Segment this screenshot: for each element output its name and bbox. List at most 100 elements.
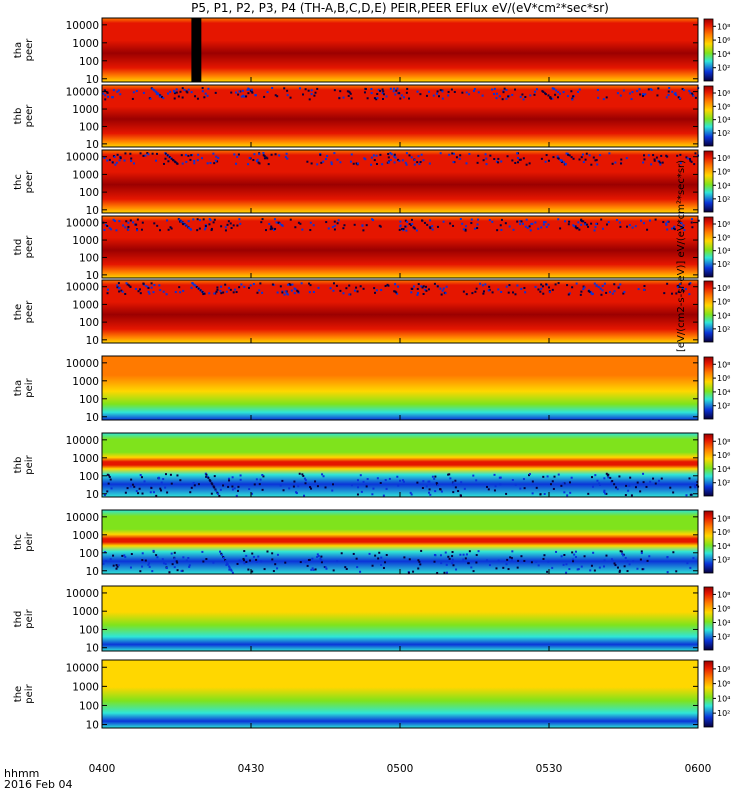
noise-speck [387,161,390,164]
noise-speck [309,284,312,287]
noise-speck [431,225,434,228]
noise-speck [218,550,221,553]
colorbar-tick-label: 10² [717,64,730,73]
noise-speck [258,483,261,486]
noise-speck [186,225,189,228]
noise-speck [199,219,202,222]
noise-speck [222,484,225,487]
noise-speck [395,89,398,92]
noise-speck [692,557,695,560]
noise-speck [235,494,238,497]
noise-speck [581,153,584,156]
noise-speck [540,283,543,286]
noise-speck [487,488,490,491]
noise-speck [613,283,616,286]
noise-speck [118,159,121,162]
noise-speck [204,226,207,229]
noise-speck [103,228,106,231]
noise-speck [384,479,387,482]
noise-speck [459,154,462,157]
noise-speck [225,563,228,566]
noise-speck [382,93,385,96]
noise-speck [648,555,651,558]
noise-speck [622,292,625,295]
noise-speck [159,487,162,490]
noise-speck [566,95,569,98]
noise-speck [324,566,327,569]
noise-speck [646,559,649,562]
noise-speck [474,227,477,230]
noise-speck [180,154,183,157]
noise-speck [404,219,407,222]
noise-speck [382,90,385,93]
noise-speck [596,479,599,482]
y-tick-label: 1000 [72,104,99,116]
noise-speck [462,553,465,556]
noise-speck [366,97,369,100]
noise-speck [283,293,286,296]
noise-speck [599,287,602,290]
noise-speck [514,293,517,296]
noise-speck [434,490,437,493]
noise-speck [623,565,626,568]
noise-speck [541,285,544,288]
noise-speck [650,163,653,166]
noise-speck [540,226,543,229]
noise-speck [235,162,238,165]
noise-speck [134,287,137,290]
noise-speck [359,285,362,288]
noise-speck [141,221,144,224]
noise-speck [268,222,271,225]
noise-speck [194,95,197,98]
noise-speck [452,483,455,486]
noise-speck [303,494,306,497]
noise-speck [462,558,465,561]
noise-speck [563,553,566,556]
noise-speck [141,492,144,495]
noise-speck [353,223,356,226]
noise-speck [134,223,137,226]
noise-speck [416,161,419,164]
noise-speck [183,88,186,91]
noise-speck [406,220,409,223]
noise-speck [467,562,470,565]
noise-speck [605,472,608,475]
noise-speck [128,284,131,287]
noise-speck [254,94,257,97]
y-tick-label: 1000 [72,169,99,181]
noise-speck [259,478,262,481]
noise-speck [308,282,311,285]
noise-speck [516,220,519,223]
noise-speck [553,475,556,478]
noise-speck [462,290,465,293]
noise-speck [191,282,194,285]
noise-speck [276,95,279,98]
noise-speck [468,153,471,156]
colorbar-tick-label: 10⁸ [717,360,730,369]
noise-speck [147,287,150,290]
noise-speck [405,152,408,155]
noise-speck [611,480,614,483]
noise-speck [393,155,396,158]
colorbar-scale [703,85,714,147]
noise-speck [332,289,335,292]
noise-speck [164,152,167,155]
noise-speck [574,225,577,228]
noise-speck [509,556,512,559]
noise-speck [660,477,663,480]
noise-speck [596,89,599,92]
noise-speck [297,290,300,293]
noise-speck [224,283,227,286]
noise-speck [574,556,577,559]
noise-speck [222,555,225,558]
noise-speck [470,222,473,225]
noise-speck [271,552,274,555]
noise-speck [350,97,353,100]
noise-speck [603,565,606,568]
noise-speck [447,473,450,476]
noise-speck [115,564,118,567]
noise-speck [338,97,341,100]
